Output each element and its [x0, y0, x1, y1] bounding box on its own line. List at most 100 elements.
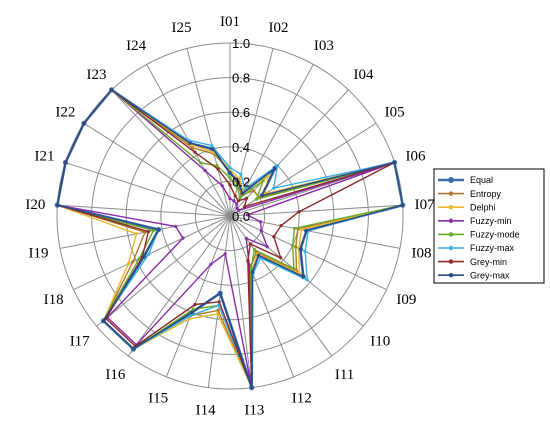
legend-label: Entropy: [470, 189, 502, 199]
legend-swatch-marker: [448, 177, 454, 183]
data-point: [260, 194, 264, 198]
grid-spoke: [127, 215, 231, 357]
data-point: [223, 252, 227, 256]
legend-label: Fuzzy-mode: [470, 230, 520, 240]
category-label: I20: [25, 197, 45, 213]
legend-label: Grey-min: [470, 257, 507, 267]
category-label: I08: [412, 246, 432, 262]
legend-box: [433, 168, 545, 284]
category-label: I22: [55, 105, 75, 121]
category-label: I16: [105, 367, 125, 383]
data-point: [237, 208, 241, 212]
data-point: [235, 185, 239, 190]
data-point: [294, 245, 298, 249]
data-point: [63, 160, 68, 165]
data-point: [240, 191, 245, 195]
data-point: [188, 314, 193, 318]
category-label: I23: [87, 67, 107, 83]
data-point: [250, 386, 254, 390]
category-label: I06: [406, 149, 426, 165]
tick-label: 1.0: [232, 36, 250, 51]
data-point: [131, 347, 135, 351]
series-line: [56, 89, 404, 389]
data-point: [203, 168, 207, 173]
data-point: [218, 291, 222, 295]
legend-swatch-marker: [448, 205, 454, 210]
legend-label: Delphi: [470, 202, 496, 212]
data-point: [216, 312, 220, 316]
data-point: [146, 230, 150, 234]
data-point: [392, 160, 397, 165]
grid-spoke: [229, 215, 295, 378]
data-point: [259, 220, 263, 224]
category-label: I05: [385, 105, 405, 121]
data-point: [244, 236, 248, 240]
legend-item: Delphi: [438, 202, 496, 212]
legend-swatch-marker: [448, 259, 454, 264]
data-point: [279, 224, 283, 228]
series-fuzzy-min: [55, 88, 397, 390]
data-point: [216, 167, 220, 171]
data-point: [232, 199, 236, 203]
legend-swatch-marker: [448, 273, 454, 278]
grid-spoke: [229, 215, 253, 388]
category-label: I11: [335, 367, 354, 383]
data-point: [188, 141, 192, 145]
grid-spoke: [111, 89, 231, 217]
category-label: I19: [29, 246, 49, 262]
category-label: I25: [172, 20, 192, 36]
category-label: I17: [70, 333, 90, 349]
tick-label: 0.0: [232, 209, 250, 224]
data-point: [304, 229, 309, 233]
legend-item: Fuzzy-max: [438, 243, 515, 253]
category-label: I01: [220, 14, 240, 30]
series-line: [56, 89, 396, 389]
data-point: [233, 194, 237, 198]
data-point: [238, 196, 242, 200]
data-point: [131, 260, 135, 264]
data-point: [55, 203, 59, 207]
data-point: [272, 186, 276, 190]
data-point: [211, 147, 215, 151]
legend-label: Equal: [470, 175, 493, 185]
data-point: [134, 232, 139, 236]
data-point: [254, 197, 258, 201]
legend-swatch-marker: [448, 245, 454, 251]
data-point: [297, 210, 301, 214]
data-point: [237, 180, 241, 185]
category-labels: I01 I02 I03 I04 I05 I06 I07 I08 I09 I10 I11 I12 I13 I…: [25, 14, 435, 419]
grid-spoke: [165, 215, 231, 378]
data-point: [301, 275, 305, 279]
legend-swatch-marker: [448, 232, 454, 237]
grid-spoke: [96, 215, 231, 327]
data-point: [299, 228, 303, 232]
data-point: [273, 166, 277, 170]
grid-spoke: [229, 215, 401, 249]
data-point: [147, 252, 151, 256]
data-point: [82, 121, 86, 125]
data-point: [243, 205, 247, 209]
category-label: I12: [292, 390, 312, 406]
legend-item: Grey-max: [438, 270, 510, 280]
data-point: [210, 144, 214, 148]
data-point: [137, 257, 141, 261]
tick-label: 0.8: [232, 71, 250, 86]
data-point: [272, 235, 276, 239]
data-point: [191, 307, 195, 311]
data-point: [291, 243, 295, 248]
data-point: [110, 88, 114, 92]
data-point: [256, 253, 261, 257]
data-point: [126, 262, 130, 266]
data-point: [265, 245, 269, 249]
category-label: I13: [244, 403, 264, 419]
data-point: [228, 166, 232, 170]
legend-label: Grey-max: [470, 270, 510, 280]
data-point: [246, 259, 250, 263]
tick-label: 0.4: [232, 140, 250, 155]
data-point: [303, 249, 307, 253]
data-point: [248, 242, 252, 246]
data-point: [401, 203, 405, 207]
data-point: [235, 202, 239, 206]
category-label: I21: [35, 149, 55, 165]
data-point: [181, 236, 185, 240]
